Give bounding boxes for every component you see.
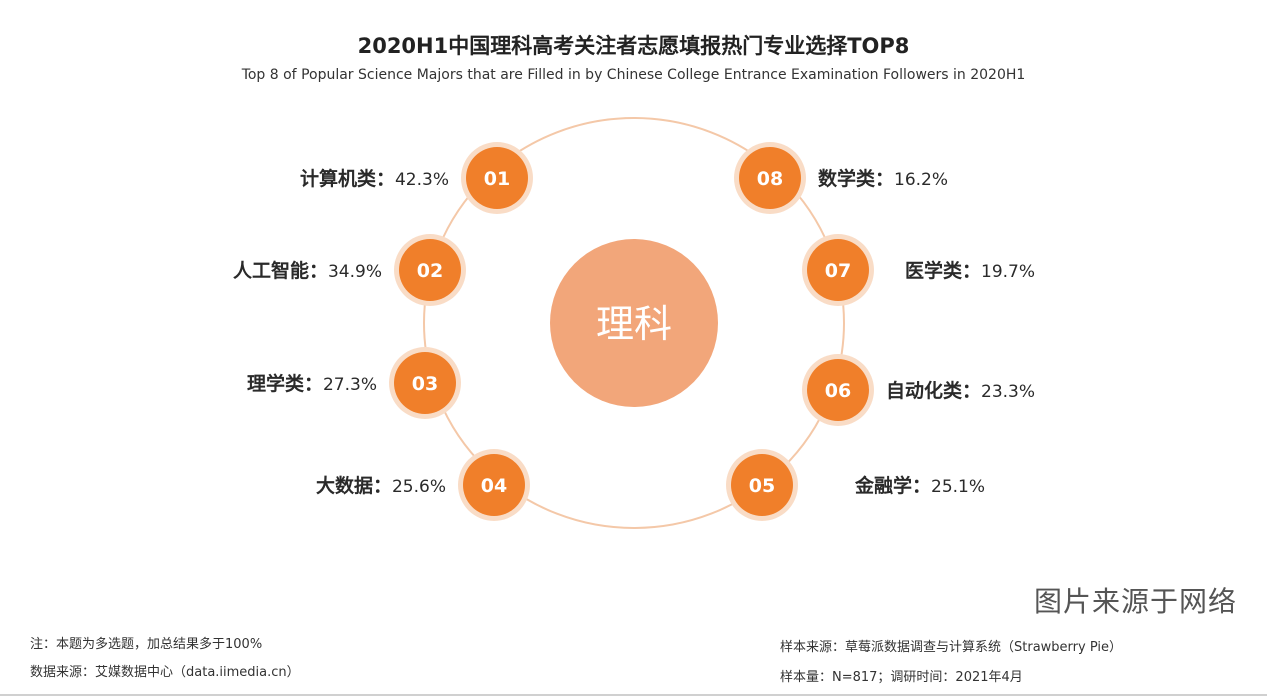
major-label: 计算机类：42.3%	[300, 167, 449, 190]
rank-badge	[399, 239, 461, 301]
major-value: 16.2%	[894, 170, 948, 190]
rank-badge	[463, 454, 525, 516]
major-name: 金融学：	[854, 474, 931, 497]
note-sample-source: 样本来源：草莓派数据调查与计算系统（Strawberry Pie）	[780, 640, 1122, 655]
rank-number: 05	[749, 475, 775, 497]
major-name: 医学类：	[905, 259, 981, 282]
major-label: 医学类：19.7%	[905, 259, 1035, 282]
ring-circle	[423, 117, 845, 529]
major-name: 计算机类：	[300, 167, 395, 190]
rank-item-06: 06 自动化类：23.3%	[802, 354, 1035, 426]
watermark-text: 图片来源于网络	[1033, 585, 1237, 618]
major-value: 25.6%	[392, 477, 446, 497]
note-sample-size: 样本量：N=817；调研时间：2021年4月	[780, 670, 1023, 685]
rank-item-07: 07 医学类：19.7%	[802, 234, 1035, 306]
rank-number: 07	[825, 260, 851, 282]
rank-number: 02	[417, 260, 443, 282]
chart-title: 2020H1中国理科高考关注者志愿填报热门专业选择TOP8	[357, 34, 910, 58]
rank-item-05: 05 金融学：25.1%	[726, 449, 985, 521]
rank-item-04: 04 大数据：25.6%	[316, 449, 530, 521]
rank-number: 03	[412, 373, 438, 395]
major-name: 大数据：	[316, 474, 392, 497]
rank-badge	[807, 239, 869, 301]
bottom-divider	[0, 694, 1267, 696]
major-value: 27.3%	[323, 375, 377, 395]
major-label: 大数据：25.6%	[316, 474, 446, 497]
center-label: 理科	[596, 302, 672, 346]
major-label: 人工智能：34.9%	[233, 259, 382, 282]
rank-badge	[466, 147, 528, 209]
rank-badge	[731, 454, 793, 516]
rank-item-02: 02 人工智能：34.9%	[233, 234, 466, 306]
rank-item-03: 03 理学类：27.3%	[247, 347, 461, 419]
major-value: 42.3%	[395, 170, 449, 190]
rank-badge	[394, 352, 456, 414]
rank-item-08: 08 数学类：16.2%	[734, 142, 948, 214]
major-label: 数学类：16.2%	[818, 167, 948, 190]
major-value: 34.9%	[328, 262, 382, 282]
major-label: 自动化类：23.3%	[886, 379, 1035, 402]
chart-subtitle: Top 8 of Popular Science Majors that are…	[241, 67, 1026, 83]
major-name: 数学类：	[818, 167, 894, 190]
major-name: 自动化类：	[886, 379, 981, 402]
major-label: 金融学：25.1%	[854, 474, 985, 497]
note-multiselect: 注：本题为多选题，加总结果多于100%	[30, 637, 263, 652]
rank-number: 08	[757, 168, 783, 190]
note-data-source: 数据来源：艾媒数据中心（data.iimedia.cn）	[30, 665, 300, 680]
major-value: 23.3%	[981, 382, 1035, 402]
center-circle	[550, 239, 718, 407]
major-label: 理学类：27.3%	[247, 372, 377, 395]
major-value: 25.1%	[931, 477, 985, 497]
rank-number: 01	[484, 168, 510, 190]
rank-badge	[807, 359, 869, 421]
major-name: 理学类：	[247, 372, 323, 395]
major-name: 人工智能：	[233, 259, 328, 282]
major-value: 19.7%	[981, 262, 1035, 282]
rank-item-01: 01 计算机类：42.3%	[300, 142, 533, 214]
rank-number: 06	[825, 380, 851, 402]
rank-badge	[739, 147, 801, 209]
rank-number: 04	[481, 475, 507, 497]
